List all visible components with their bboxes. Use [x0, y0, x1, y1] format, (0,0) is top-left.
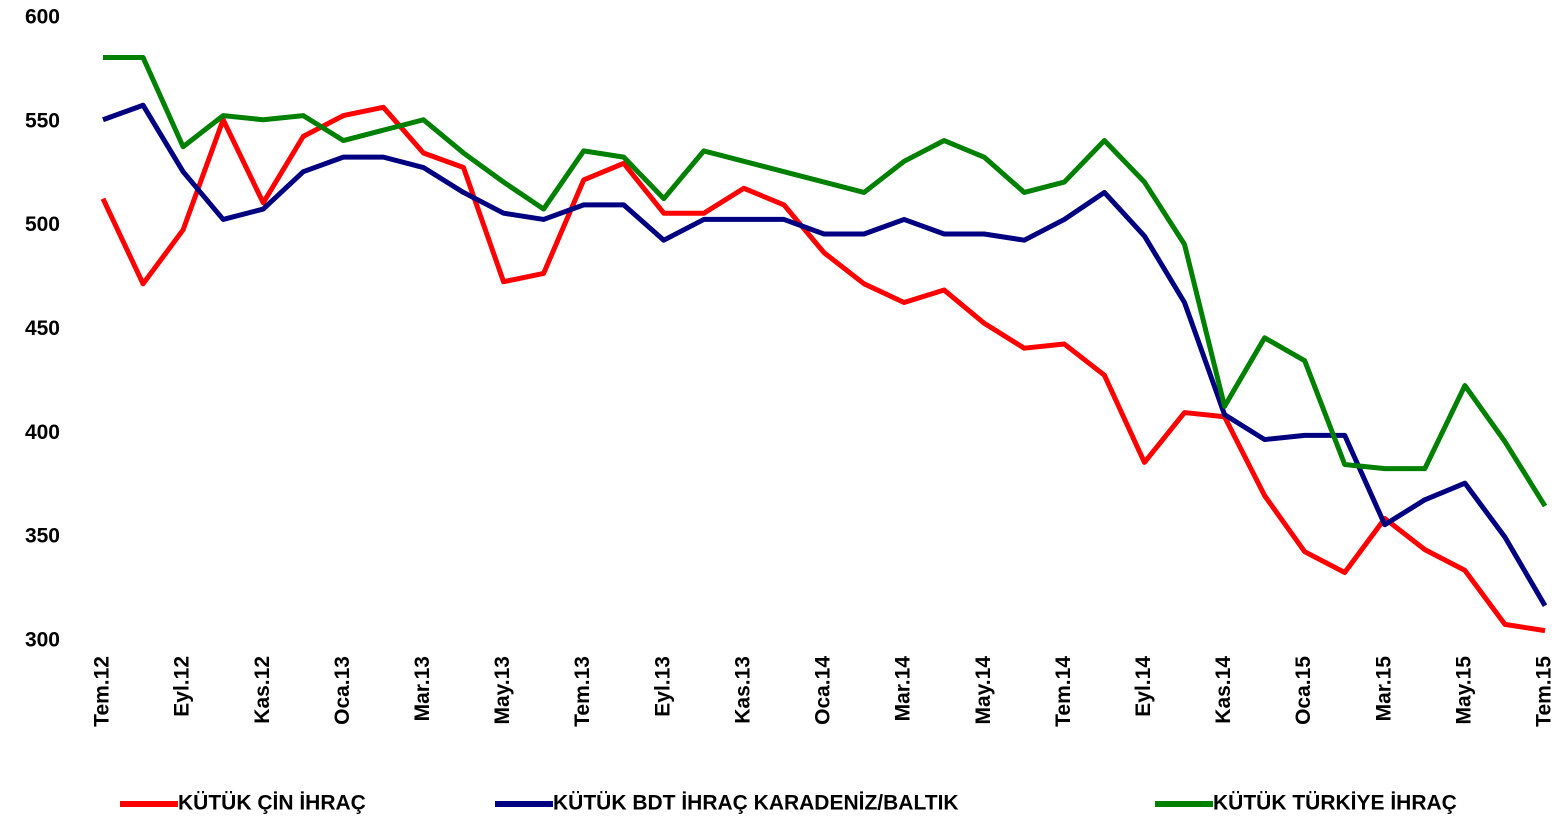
series-line	[102, 102, 1548, 607]
x-tick-label: Eyl.13	[651, 656, 674, 717]
y-tick-label: 350	[25, 525, 60, 548]
y-tick-label: 550	[25, 109, 60, 132]
x-tick-label: Kas.13	[731, 656, 754, 724]
y-tick-label: 450	[25, 317, 60, 340]
x-tick-label: Eyl.12	[171, 656, 194, 717]
x-tick-label: May.13	[491, 656, 514, 725]
x-tick-label: Tem.15	[1533, 656, 1556, 727]
legend-label: KÜTÜK TÜRKİYE İHRAÇ	[1213, 792, 1457, 815]
y-tick-label: 400	[25, 421, 60, 444]
y-tick-label: 500	[25, 213, 60, 236]
legend-label: KÜTÜK BDT İHRAÇ KARADENİZ/BALTIK	[553, 792, 959, 815]
x-tick-label: Mar.14	[892, 656, 915, 722]
x-tick-label: Oca.15	[1292, 656, 1315, 725]
x-tick-label: Mar.13	[411, 656, 434, 721]
x-tick-label: Oca.13	[331, 656, 354, 725]
x-tick-label: Kas.14	[1212, 656, 1235, 724]
x-tick-label: Kas.12	[251, 656, 274, 724]
y-tick-label: 600	[25, 6, 60, 29]
x-tick-label: Tem.12	[91, 656, 114, 727]
series-line	[103, 54, 1548, 508]
series-line	[100, 104, 1546, 634]
x-tick-label: May.14	[972, 656, 995, 725]
x-tick-label: Mar.15	[1372, 656, 1395, 722]
x-tick-label: Eyl.14	[1132, 656, 1155, 717]
legend-label: KÜTÜK ÇİN İHRAÇ	[178, 792, 366, 815]
x-tick-label: Tem.13	[571, 656, 594, 727]
x-tick-label: Oca.14	[812, 656, 835, 725]
x-tick-label: Tem.14	[1052, 656, 1075, 727]
y-tick-label: 300	[25, 629, 60, 652]
x-tick-label: May.15	[1452, 656, 1475, 725]
